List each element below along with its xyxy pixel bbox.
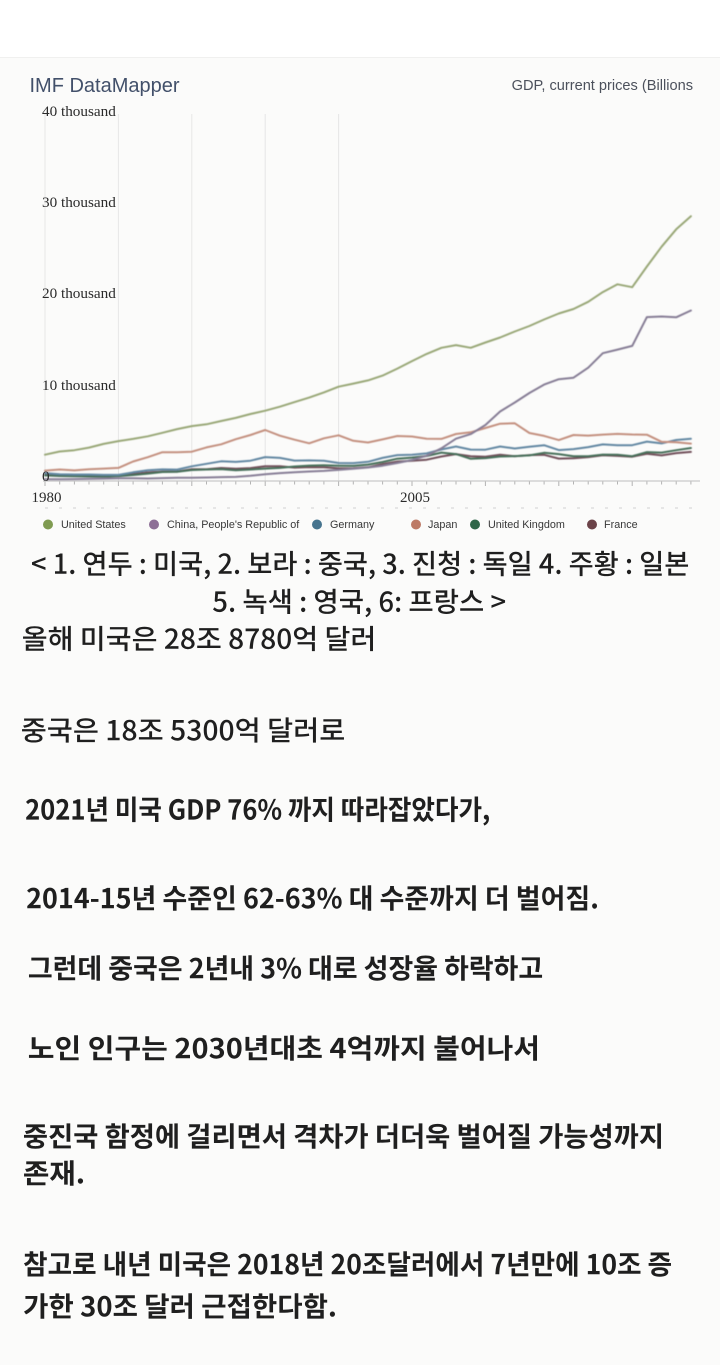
svg-text:30 thousand: 30 thousand <box>42 194 116 211</box>
svg-text:GDP, current prices (Billions: GDP, current prices (Billions <box>512 78 693 94</box>
svg-text:United Kingdom: United Kingdom <box>488 519 565 531</box>
svg-text:France: France <box>604 519 638 531</box>
svg-text:1980: 1980 <box>32 490 62 506</box>
svg-text:20 thousand: 20 thousand <box>42 285 116 302</box>
svg-text:China, People's Republic of: China, People's Republic of <box>167 519 300 531</box>
svg-text:United States: United States <box>61 519 126 531</box>
svg-text:Japan: Japan <box>428 519 457 531</box>
svg-text:0: 0 <box>42 468 50 485</box>
svg-text:2005: 2005 <box>400 490 430 506</box>
svg-text:10 thousand: 10 thousand <box>42 377 116 394</box>
svg-text:IMF DataMapper: IMF DataMapper <box>30 75 180 97</box>
svg-text:40 thousand: 40 thousand <box>42 103 116 120</box>
svg-text:Germany: Germany <box>330 519 375 531</box>
